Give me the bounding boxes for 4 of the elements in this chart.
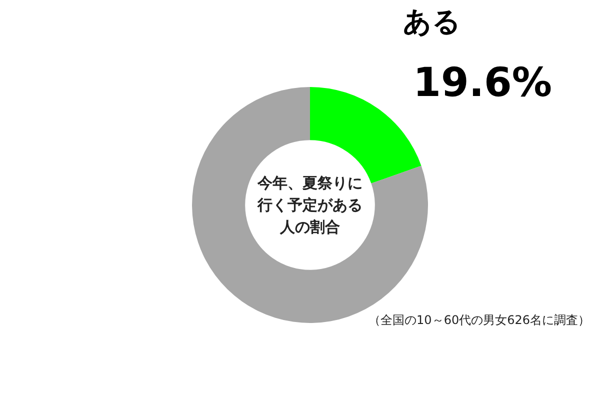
slice-label: ある <box>403 4 462 38</box>
text: （全国の10～60代の男女626名に調査） <box>368 312 590 329</box>
text: 今年、夏祭りに行く予定がある人の割合 <box>256 173 364 238</box>
data-label: 19.6% <box>413 60 552 106</box>
